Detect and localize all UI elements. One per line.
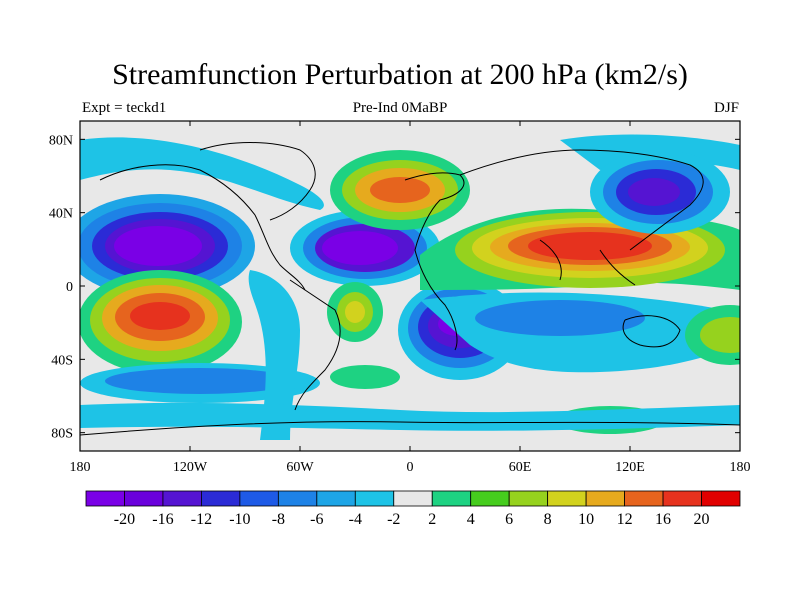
colorbar-swatch <box>470 490 510 507</box>
axis-ticks: 180 120W 60W 0 60E 120E 180 80N 40N 0 40S 80S <box>49 121 751 475</box>
y-tick-label: 80S <box>51 427 73 442</box>
colorbar-label: -10 <box>229 511 250 528</box>
colorbar-swatch <box>85 490 125 507</box>
colorbar-label: 8 <box>544 511 552 528</box>
colorbar-swatch <box>124 490 164 507</box>
colorbar-swatch <box>316 490 356 507</box>
colorbar-label: 6 <box>505 511 513 528</box>
colorbar-swatch <box>701 490 741 507</box>
colorbar-swatch <box>239 490 279 507</box>
colorbar-label: 2 <box>428 511 436 528</box>
contour-fields <box>80 134 740 440</box>
colorbar-swatch <box>431 490 472 507</box>
chart-title: Streamfunction Perturbation at 200 hPa (… <box>112 58 688 91</box>
field-negative-north-pacific <box>80 194 255 298</box>
colorbar-label: -16 <box>152 511 173 528</box>
colorbar-label: -8 <box>272 511 285 528</box>
colorbar-swatch <box>508 490 549 507</box>
field-negative-east-asia <box>590 150 730 234</box>
x-tick-label: 60E <box>509 460 532 475</box>
field-negative-south-america <box>248 270 300 440</box>
subtitle-center: Pre-Ind 0MaBP <box>352 100 448 116</box>
colorbar: -20 -16 -12 -10 -8 -6 -4 -2 2 4 6 8 10 12 16 20 <box>85 490 741 528</box>
x-tick-label: 0 <box>407 460 414 475</box>
colorbar-label: 10 <box>578 511 594 528</box>
colorbar-label: 16 <box>655 511 671 528</box>
y-tick-label: 0 <box>66 280 73 295</box>
field-positive-south-atlantic-lower <box>330 365 400 389</box>
x-tick-label: 180 <box>730 460 751 475</box>
colorbar-swatch <box>585 490 625 507</box>
colorbar-label: -4 <box>349 511 362 528</box>
colorbar-swatch <box>624 490 664 507</box>
y-tick-label: 40S <box>51 353 73 368</box>
y-tick-label: 40N <box>49 207 73 222</box>
colorbar-swatch <box>201 490 241 507</box>
colorbar-swatch <box>662 490 702 507</box>
colorbar-label: -20 <box>114 511 135 528</box>
field-positive-south-atlantic <box>327 282 383 342</box>
y-tick-label: 80N <box>49 133 73 148</box>
coastline-icon <box>80 142 740 436</box>
x-tick-label: 60W <box>286 460 314 475</box>
colorbar-swatch <box>162 490 202 507</box>
colorbar-label: 20 <box>694 511 710 528</box>
colorbar-label: 4 <box>467 511 475 528</box>
colorbar-swatch <box>277 490 318 507</box>
field-negative-arctic <box>80 137 324 210</box>
x-tick-label: 180 <box>70 460 91 475</box>
colorbar-label: -6 <box>310 511 323 528</box>
colorbar-swatch <box>354 490 395 507</box>
subtitle-right: DJF <box>713 100 739 116</box>
colorbar-swatch <box>547 490 587 507</box>
x-tick-label: 120W <box>173 460 208 475</box>
x-tick-label: 120E <box>615 460 645 475</box>
subtitle-left: Expt = teckd1 <box>82 100 167 116</box>
colorbar-label: 12 <box>617 511 633 528</box>
colorbar-label: -2 <box>387 511 400 528</box>
colorbar-swatch <box>393 490 433 507</box>
colorbar-label: -12 <box>191 511 212 528</box>
field-positive-europe <box>330 150 470 230</box>
field-positive-south-pacific <box>80 270 242 374</box>
